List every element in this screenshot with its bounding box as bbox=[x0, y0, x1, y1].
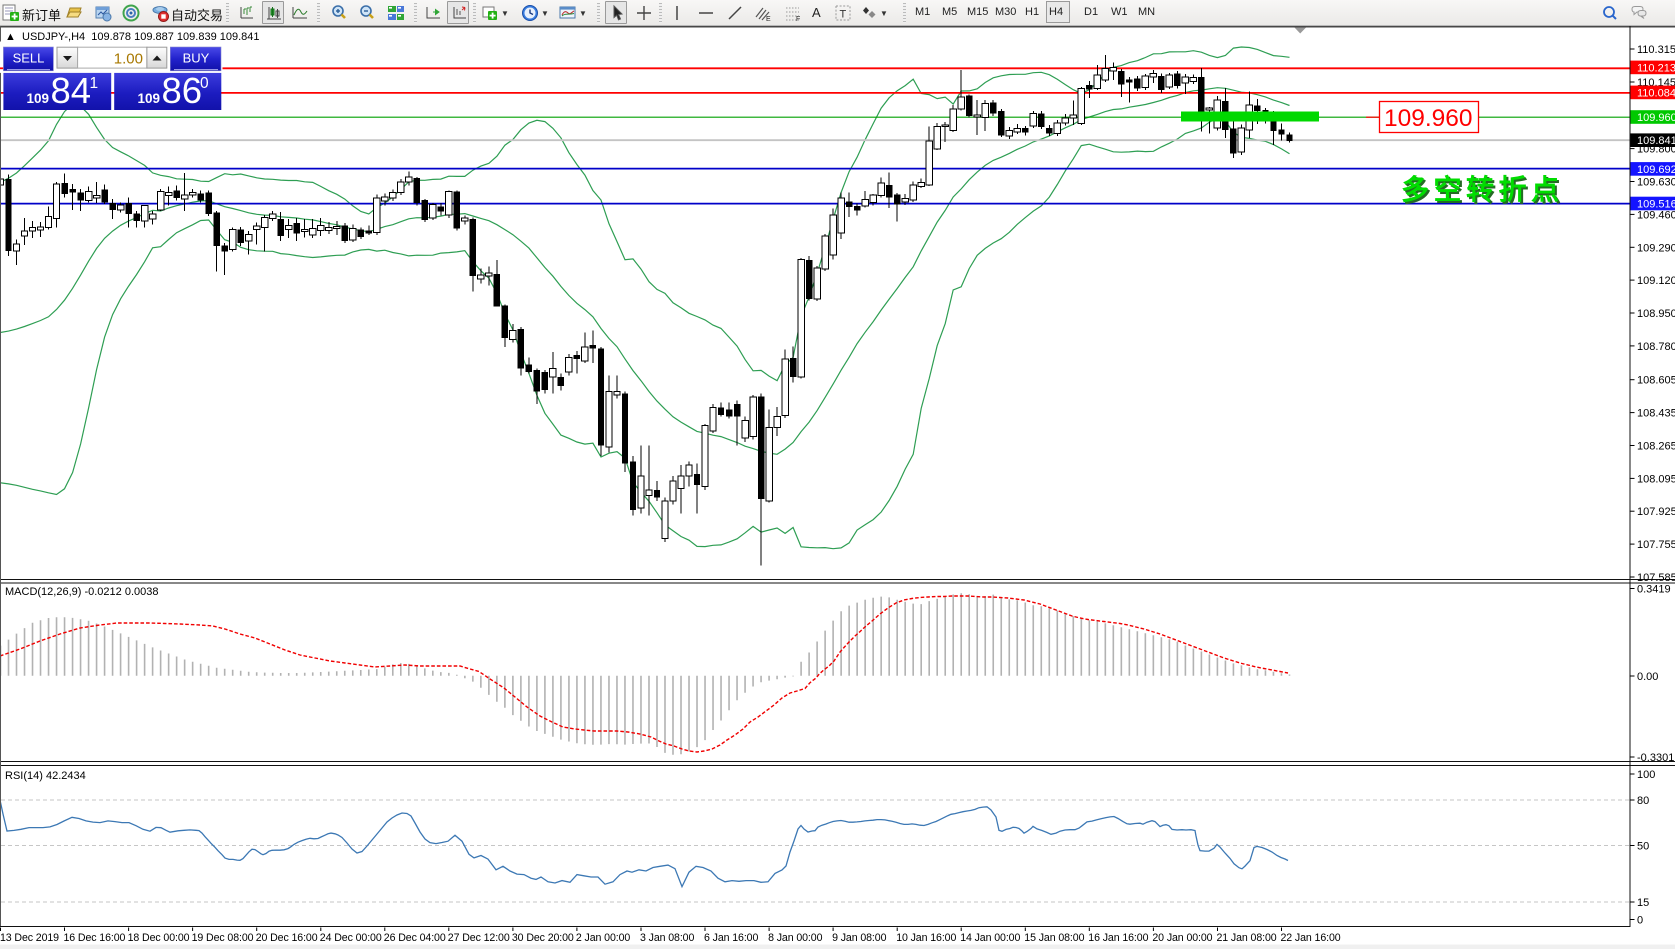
svg-text:13 Dec 2019: 13 Dec 2019 bbox=[0, 932, 59, 944]
svg-text:RSI(14) 42.2434: RSI(14) 42.2434 bbox=[5, 770, 86, 782]
svg-text:109.692: 109.692 bbox=[1637, 164, 1675, 176]
svg-text:107.925: 107.925 bbox=[1637, 506, 1675, 518]
svg-text:109.630: 109.630 bbox=[1637, 177, 1675, 189]
svg-text:22 Jan 16:00: 22 Jan 16:00 bbox=[1281, 932, 1341, 944]
svg-text:1: 1 bbox=[90, 75, 99, 92]
svg-text:20 Jan 00:00: 20 Jan 00:00 bbox=[1152, 932, 1212, 944]
svg-text:▲ USDJPY-,H4 109.878 109.887: ▲ USDJPY-,H4 109.878 109.887 109.839 109… bbox=[5, 31, 260, 43]
svg-text:BUY: BUY bbox=[183, 51, 210, 66]
svg-text:108.605: 108.605 bbox=[1637, 375, 1675, 387]
svg-text:14 Jan 00:00: 14 Jan 00:00 bbox=[960, 932, 1020, 944]
svg-text:16 Dec 16:00: 16 Dec 16:00 bbox=[64, 932, 126, 944]
svg-text:30 Dec 20:00: 30 Dec 20:00 bbox=[512, 932, 574, 944]
svg-text:SELL: SELL bbox=[13, 51, 45, 66]
svg-text:MACD(12,26,9) -0.0212 0.0038: MACD(12,26,9) -0.0212 0.0038 bbox=[5, 586, 158, 598]
svg-text:10 Jan 16:00: 10 Jan 16:00 bbox=[896, 932, 956, 944]
svg-text:8 Jan 00:00: 8 Jan 00:00 bbox=[768, 932, 822, 944]
svg-text:E: E bbox=[766, 16, 771, 22]
svg-text:108.780: 108.780 bbox=[1637, 341, 1675, 353]
svg-text:15 Jan 08:00: 15 Jan 08:00 bbox=[1024, 932, 1084, 944]
svg-text:24 Dec 00:00: 24 Dec 00:00 bbox=[320, 932, 382, 944]
svg-text:109.120: 109.120 bbox=[1637, 275, 1675, 287]
svg-text:108.950: 108.950 bbox=[1637, 308, 1675, 320]
svg-text:9 Jan 08:00: 9 Jan 08:00 bbox=[832, 932, 886, 944]
svg-text:100: 100 bbox=[1637, 769, 1655, 781]
svg-text:110.213: 110.213 bbox=[1637, 62, 1675, 74]
svg-text:15: 15 bbox=[1637, 897, 1649, 909]
svg-text:110.084: 110.084 bbox=[1637, 87, 1675, 99]
svg-text:26 Dec 04:00: 26 Dec 04:00 bbox=[384, 932, 446, 944]
svg-text:109: 109 bbox=[27, 91, 50, 106]
svg-text:3 Jan 08:00: 3 Jan 08:00 bbox=[640, 932, 694, 944]
svg-text:F: F bbox=[796, 16, 800, 22]
svg-text:多空转折点: 多空转折点 bbox=[1401, 173, 1564, 205]
svg-text:21 Jan 08:00: 21 Jan 08:00 bbox=[1217, 932, 1277, 944]
svg-text:109: 109 bbox=[138, 91, 161, 106]
svg-text:109.960: 109.960 bbox=[1637, 112, 1675, 124]
svg-text:6 Jan 16:00: 6 Jan 16:00 bbox=[704, 932, 758, 944]
svg-text:109.516: 109.516 bbox=[1637, 199, 1675, 211]
svg-text:T: T bbox=[840, 9, 847, 21]
svg-text:16 Jan 16:00: 16 Jan 16:00 bbox=[1088, 932, 1148, 944]
svg-text:2 Jan 00:00: 2 Jan 00:00 bbox=[576, 932, 630, 944]
svg-text:1.00: 1.00 bbox=[114, 50, 143, 67]
svg-text:84: 84 bbox=[51, 70, 92, 111]
svg-text:-0.3301: -0.3301 bbox=[1637, 752, 1674, 764]
svg-text:109.960: 109.960 bbox=[1384, 105, 1473, 132]
svg-text:0: 0 bbox=[200, 75, 209, 92]
svg-text:0: 0 bbox=[1637, 915, 1643, 927]
svg-text:108.095: 108.095 bbox=[1637, 473, 1675, 485]
svg-text:86: 86 bbox=[162, 70, 203, 111]
svg-text:110.315: 110.315 bbox=[1637, 44, 1675, 56]
svg-text:108.265: 108.265 bbox=[1637, 441, 1675, 453]
svg-text:27 Dec 12:00: 27 Dec 12:00 bbox=[448, 932, 510, 944]
svg-text:0.00: 0.00 bbox=[1637, 671, 1658, 683]
svg-text:107.755: 107.755 bbox=[1637, 539, 1675, 551]
svg-text:0.3419: 0.3419 bbox=[1637, 584, 1671, 596]
svg-text:109.841: 109.841 bbox=[1637, 135, 1675, 147]
svg-text:50: 50 bbox=[1637, 841, 1649, 853]
svg-text:109.290: 109.290 bbox=[1637, 242, 1675, 254]
svg-text:19 Dec 08:00: 19 Dec 08:00 bbox=[192, 932, 254, 944]
svg-text:107.585: 107.585 bbox=[1637, 572, 1675, 584]
svg-text:108.435: 108.435 bbox=[1637, 408, 1675, 420]
svg-text:20 Dec 16:00: 20 Dec 16:00 bbox=[256, 932, 318, 944]
svg-text:18 Dec 00:00: 18 Dec 00:00 bbox=[128, 932, 190, 944]
svg-text:80: 80 bbox=[1637, 795, 1649, 807]
svg-text:109.460: 109.460 bbox=[1637, 209, 1675, 221]
